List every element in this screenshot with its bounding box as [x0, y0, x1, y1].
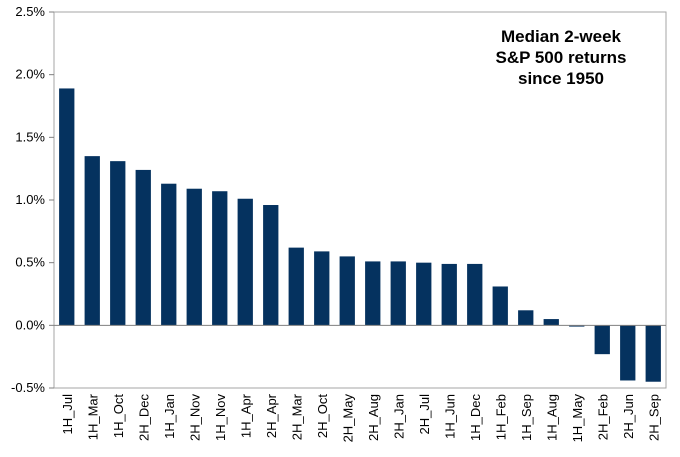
x-axis-labels: 1H_Jul 1H_Mar 1H_Oct 2H_Dec 1H_Jan 2H_Nov 1H_N… [60, 393, 662, 442]
bar-2h-nov [186, 188, 202, 326]
bar-2h-aug [365, 261, 381, 326]
bar-1h-dec [467, 263, 483, 326]
bar-1h-oct [110, 161, 126, 326]
bar-1h-aug [543, 319, 559, 326]
bar-1h-mar [84, 156, 100, 326]
y-tick-label: 0.0% [15, 317, 45, 332]
bar-1h-apr [237, 198, 253, 326]
x-tick-label: 2H_Jan [391, 394, 406, 439]
y-axis-ticks [49, 11, 54, 389]
x-tick-label: 1H_Jul [60, 394, 75, 435]
x-tick-label: 2H_Nov [187, 394, 202, 441]
bar-2h-jul [416, 262, 432, 326]
x-tick-label: 1H_Oct [111, 394, 126, 438]
bar-1h-may [569, 325, 585, 327]
x-tick-label: 2H_Aug [366, 394, 381, 441]
y-tick-label: 2.0% [15, 67, 45, 82]
bar-2h-sep [645, 325, 661, 382]
x-tick-label: 2H_Oct [315, 394, 330, 438]
chart-title-line-3: since 1950 [517, 69, 604, 88]
y-axis-labels: 2.5% 2.0% 1.5% 1.0% 0.5% 0.0% -0.5% [11, 4, 45, 395]
y-tick-label: 0.5% [15, 255, 45, 270]
x-tick-label: 1H_Apr [238, 393, 253, 438]
x-tick-label: 1H_Aug [544, 394, 559, 441]
x-tick-label: 2H_Sep [646, 394, 661, 441]
x-tick-label: 1H_Feb [493, 394, 508, 440]
bar-2h-feb [594, 325, 610, 355]
bar-2h-oct [314, 251, 330, 326]
x-tick-label: 2H_May [340, 394, 355, 443]
x-tick-label: 2H_Jun [621, 394, 636, 439]
x-tick-label: 1H_Sep [519, 394, 534, 441]
x-tick-label: 1H_Jan [162, 394, 177, 439]
x-tick-label: 1H_Dec [468, 394, 483, 441]
bar-1h-jun [441, 263, 457, 326]
bar-2h-mar [288, 247, 304, 326]
x-tick-label: 1H_Nov [213, 394, 228, 441]
y-tick-label: 1.5% [15, 129, 45, 144]
x-tick-label: 1H_May [570, 394, 585, 443]
bar-2h-apr [263, 205, 279, 326]
bar-2h-jun [620, 325, 636, 381]
bar-1h-sep [518, 310, 534, 326]
bar-1h-feb [492, 286, 508, 326]
bar-1h-jul [59, 88, 75, 326]
chart-title: Median 2-week S&P 500 returns since 1950 [486, 26, 636, 89]
bar-2h-dec [135, 169, 151, 326]
bar-2h-jan [390, 261, 406, 326]
x-tick-label: 2H_Dec [136, 394, 151, 441]
y-tick-label: -0.5% [11, 380, 45, 395]
bar-2h-may [339, 256, 355, 326]
x-tick-label: 1H_Jun [442, 394, 457, 439]
bar-1h-jan [161, 183, 177, 326]
bar-1h-nov [212, 191, 228, 326]
bars [59, 88, 661, 382]
x-tick-label: 2H_Mar [289, 393, 304, 440]
y-tick-label: 1.0% [15, 192, 45, 207]
x-tick-label: 1H_Mar [85, 393, 100, 440]
x-tick-label: 2H_Feb [595, 394, 610, 440]
chart-title-line-1: Median 2-week [501, 27, 621, 46]
chart-title-line-2: S&P 500 returns [495, 48, 627, 67]
y-tick-label: 2.5% [15, 4, 45, 19]
x-tick-label: 2H_Jul [417, 394, 432, 435]
x-tick-label: 2H_Apr [264, 393, 279, 438]
